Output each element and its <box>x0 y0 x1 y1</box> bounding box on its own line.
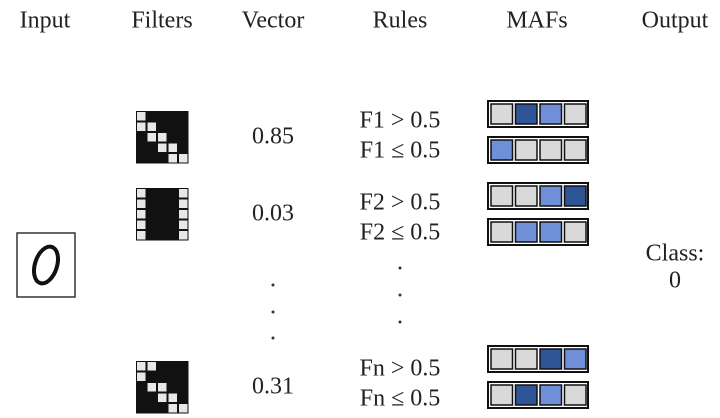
maf-cell <box>491 104 513 124</box>
column-header: MAFs <box>506 8 567 34</box>
filter-pixel <box>148 123 157 132</box>
vector-value: 0.31 <box>252 374 294 400</box>
maf-cell <box>516 104 538 124</box>
filter-pixel <box>148 362 157 371</box>
maf-cell <box>565 104 587 124</box>
filter-pixel <box>158 383 167 392</box>
maf-cell <box>491 186 513 206</box>
output-label: Class: <box>646 241 705 267</box>
maf-cell <box>516 349 538 369</box>
filter-pixel <box>137 189 146 198</box>
maf-cell <box>540 349 562 369</box>
input-frame <box>17 233 75 297</box>
maf-cell <box>516 222 538 242</box>
filter-pixel <box>179 231 188 240</box>
rule: F2 ≤ 0.5 <box>360 220 441 246</box>
maf-cell <box>540 222 562 242</box>
filter-pixel <box>179 189 188 198</box>
maf-cell <box>491 140 513 160</box>
filter-pixel <box>179 200 188 209</box>
rule: Fn > 0.5 <box>360 356 441 382</box>
filter-pixel <box>148 383 157 392</box>
maf-cell <box>565 385 587 405</box>
filter-pixel <box>137 231 146 240</box>
filter-pixel <box>137 112 146 121</box>
maf-cell <box>516 140 538 160</box>
filter-pixel <box>137 210 146 219</box>
rule: Fn ≤ 0.5 <box>360 386 441 412</box>
filter-pixel <box>148 133 157 142</box>
rule: F1 ≤ 0.5 <box>360 138 441 164</box>
filter-pixel <box>158 394 167 403</box>
rule: F1 > 0.5 <box>360 108 441 134</box>
column-header: Vector <box>242 8 305 34</box>
filter-pixel <box>169 404 178 413</box>
maf-cell <box>540 104 562 124</box>
maf-cell <box>540 385 562 405</box>
maf-cell <box>565 186 587 206</box>
filter-pixel <box>169 144 178 153</box>
rule: F2 > 0.5 <box>360 190 441 216</box>
filter-pixel <box>169 154 178 163</box>
page: {"headers": ["Input", "Filters", "Vector… <box>0 0 720 418</box>
column-header: Input <box>20 8 71 34</box>
maf-cell <box>565 349 587 369</box>
column-header: Rules <box>373 8 428 34</box>
filter-pixel <box>179 404 188 413</box>
output-value: 0 <box>669 268 681 294</box>
filter-pixel <box>137 221 146 230</box>
column-header: Output <box>642 8 709 34</box>
filter-pixel <box>179 221 188 230</box>
vector-value: 0.03 <box>252 201 294 227</box>
maf-cell <box>565 140 587 160</box>
filter-pixel <box>169 394 178 403</box>
filter-pixel <box>158 133 167 142</box>
filter-pixel <box>137 373 146 382</box>
filter-pixel <box>137 362 146 371</box>
maf-cell <box>516 186 538 206</box>
vector-value: 0.85 <box>252 124 294 150</box>
maf-cell <box>540 186 562 206</box>
filter-pixel <box>179 154 188 163</box>
column-header: Filters <box>131 8 192 34</box>
filter-pixel <box>137 200 146 209</box>
maf-cell <box>540 140 562 160</box>
maf-cell <box>491 222 513 242</box>
filter-pixel <box>137 123 146 132</box>
diagram: Class: 0 Input Filters Vector Rules MAFs Outp… <box>0 0 720 418</box>
maf-cell <box>491 385 513 405</box>
ellipsis-dots <box>272 267 402 340</box>
maf-cell <box>516 385 538 405</box>
filter-pixel <box>158 144 167 153</box>
maf-cell <box>491 349 513 369</box>
filter-pixel <box>179 210 188 219</box>
maf-cell <box>565 222 587 242</box>
